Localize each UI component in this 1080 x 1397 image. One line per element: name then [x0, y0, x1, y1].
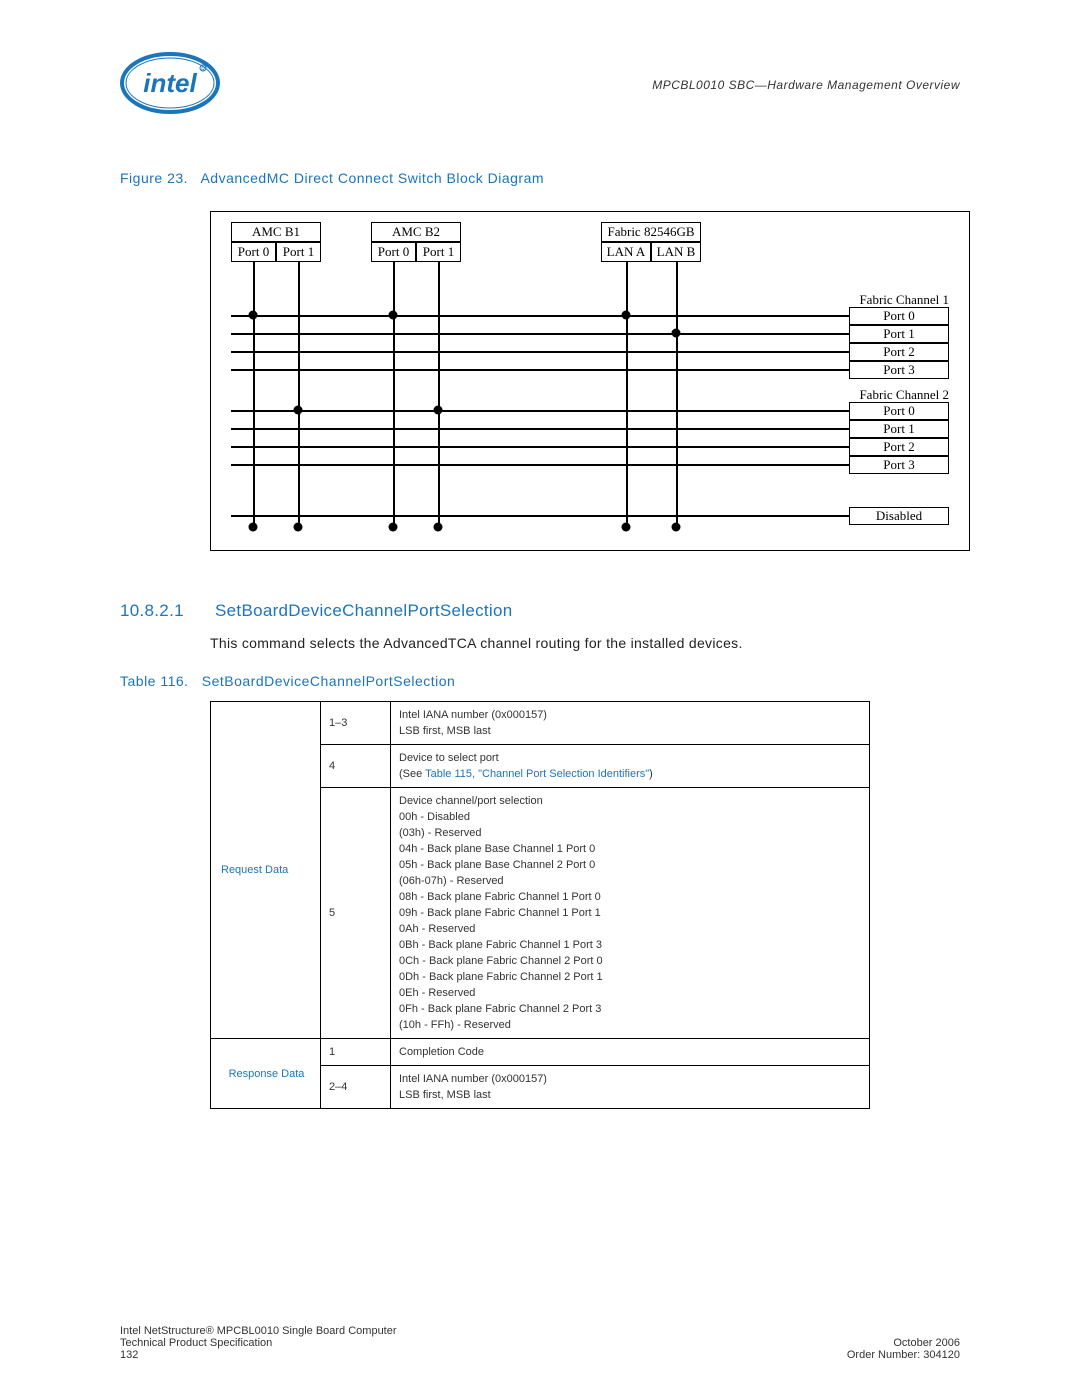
figure-caption-prefix: Figure 23. [120, 170, 188, 186]
row3-text: Device channel/port selection 00h - Disa… [391, 788, 870, 1039]
table-row: Response Data 1 Completion Code [211, 1039, 870, 1066]
fc2-p1: Port 1 [849, 420, 949, 438]
table-caption-prefix: Table 116. [120, 673, 189, 689]
row2-num: 4 [321, 745, 391, 788]
fabric-chip-box: Fabric 82546GB [601, 222, 701, 242]
table-caption-text: SetBoardDeviceChannelPortSelection [202, 673, 456, 689]
footer-order: Order Number: 304120 [847, 1349, 960, 1361]
lan-b-box: LAN B [651, 242, 701, 262]
amc-b2-box: AMC B2 [371, 222, 461, 242]
row5-text: Intel IANA number (0x000157) LSB first, … [391, 1066, 870, 1109]
row5-num: 2–4 [321, 1066, 391, 1109]
row4-num: 1 [321, 1039, 391, 1066]
amc-b1-port0: Port 0 [231, 242, 276, 262]
fc2-p2: Port 2 [849, 438, 949, 456]
row1-num: 1–3 [321, 702, 391, 745]
block-diagram: AMC B1 Port 0 Port 1 AMC B2 Port 0 Port … [210, 211, 970, 551]
section-heading: 10.8.2.1 SetBoardDeviceChannelPortSelect… [120, 601, 960, 621]
page-footer: Intel NetStructure® MPCBL0010 Single Boa… [120, 1325, 960, 1361]
fc1-p2: Port 2 [849, 343, 949, 361]
fc2-p3: Port 3 [849, 456, 949, 474]
amc-b1-box: AMC B1 [231, 222, 321, 242]
fc2-p0: Port 0 [849, 402, 949, 420]
response-data-label: Response Data [211, 1039, 321, 1109]
footer-line2: Technical Product Specification [120, 1337, 960, 1349]
row4-text: Completion Code [391, 1039, 870, 1066]
footer-line1: Intel NetStructure® MPCBL0010 Single Boa… [120, 1325, 960, 1337]
svg-text:intel: intel [143, 68, 197, 98]
table-link[interactable]: Table 115, "Channel Port Selection Ident… [425, 768, 649, 780]
fc1-p3: Port 3 [849, 361, 949, 379]
fc1-label: Fabric Channel 1 [859, 292, 949, 308]
figure-caption-text: AdvancedMC Direct Connect Switch Block D… [200, 170, 544, 186]
row3-num: 5 [321, 788, 391, 1039]
lan-a-box: LAN A [601, 242, 651, 262]
intel-logo: intel R [120, 52, 220, 119]
fc1-p1: Port 1 [849, 325, 949, 343]
command-table: Request Data 1–3 Intel IANA number (0x00… [210, 701, 870, 1109]
section-title: SetBoardDeviceChannelPortSelection [215, 601, 512, 620]
table-row: Request Data 1–3 Intel IANA number (0x00… [211, 702, 870, 745]
footer-date: October 2006 [847, 1337, 960, 1349]
figure-caption: Figure 23. AdvancedMC Direct Connect Swi… [120, 170, 960, 186]
amc-b2-port1: Port 1 [416, 242, 461, 262]
row2-text: Device to select port (See Table 115, "C… [391, 745, 870, 788]
fc1-p0: Port 0 [849, 307, 949, 325]
header-doc-title: MPCBL0010 SBC—Hardware Management Overvi… [652, 78, 960, 92]
row1-text: Intel IANA number (0x000157) LSB first, … [391, 702, 870, 745]
footer-page: 132 [120, 1349, 960, 1361]
fc2-label: Fabric Channel 2 [859, 387, 949, 403]
section-number: 10.8.2.1 [120, 601, 210, 621]
request-data-label: Request Data [211, 702, 321, 1039]
disabled-box: Disabled [849, 507, 949, 525]
table-caption: Table 116. SetBoardDeviceChannelPortSele… [120, 673, 960, 689]
section-body: This command selects the AdvancedTCA cha… [210, 635, 960, 651]
amc-b2-port0: Port 0 [371, 242, 416, 262]
amc-b1-port1: Port 1 [276, 242, 321, 262]
svg-text:R: R [201, 67, 205, 73]
